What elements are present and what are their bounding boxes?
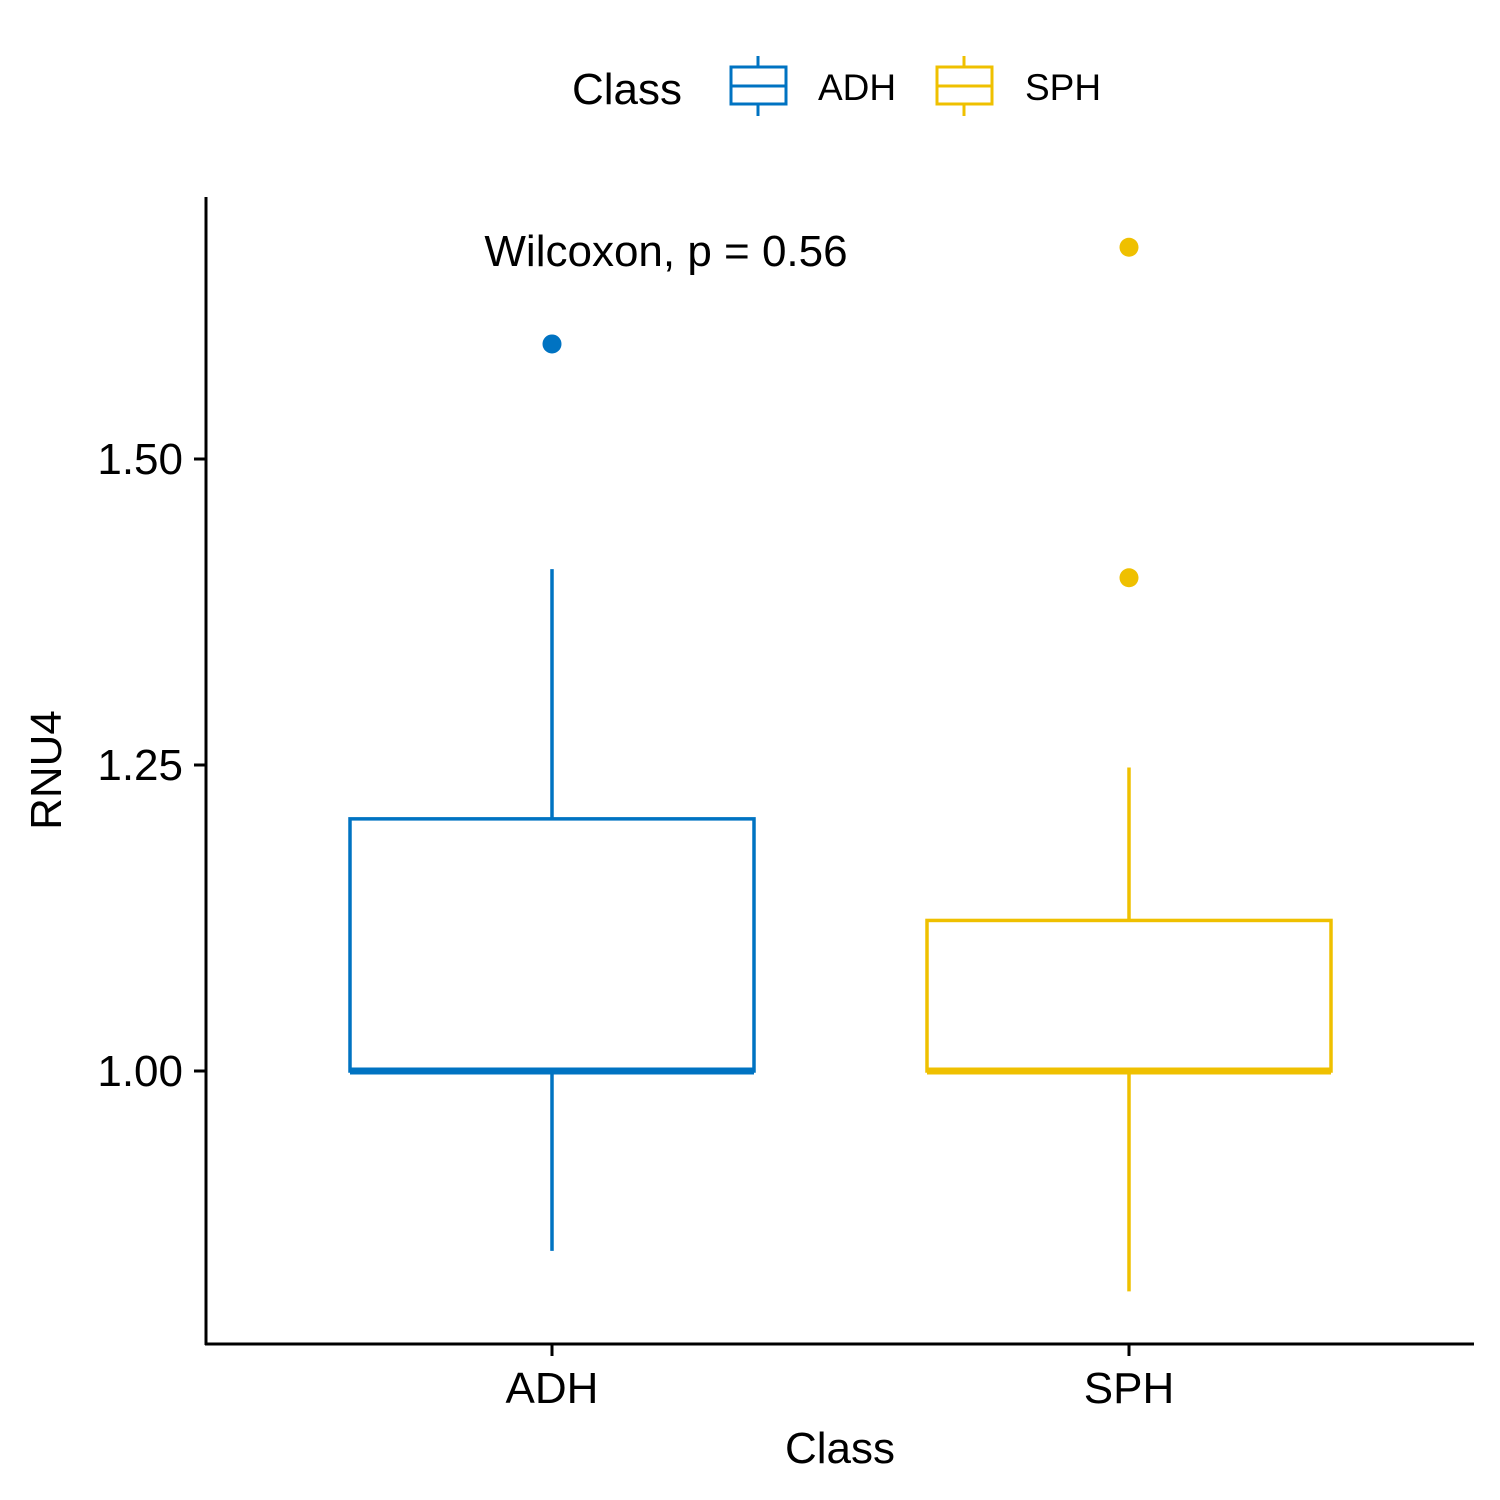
legend: Class ADH SPH	[572, 56, 1101, 116]
box-iqr	[925, 918, 1333, 1073]
outlier-point	[1119, 568, 1139, 588]
x-ticks: ADH SPH	[506, 1344, 1174, 1413]
x-tick-label: ADH	[506, 1364, 599, 1413]
legend-key-adh	[729, 56, 788, 116]
y-tick-label: 1.50	[97, 435, 183, 484]
boxes-layer	[348, 237, 1333, 1292]
legend-label-sph: SPH	[1025, 67, 1101, 108]
outlier-point	[1119, 237, 1139, 257]
box-adh	[348, 334, 756, 1251]
outlier-point	[542, 334, 562, 354]
box-sph	[925, 237, 1333, 1292]
wilcoxon-annotation: Wilcoxon, p = 0.56	[484, 227, 847, 276]
y-ticks: 1.00 1.25 1.50	[97, 435, 206, 1096]
legend-label-adh: ADH	[818, 67, 896, 108]
box-iqr	[348, 817, 756, 1073]
legend-key-sph	[935, 56, 994, 116]
x-axis-title: Class	[785, 1424, 895, 1473]
y-tick-label: 1.00	[97, 1047, 183, 1096]
y-axis-title: RNU4	[22, 710, 71, 830]
legend-title: Class	[572, 65, 682, 114]
y-tick-label: 1.25	[97, 741, 183, 790]
x-tick-label: SPH	[1084, 1364, 1174, 1413]
